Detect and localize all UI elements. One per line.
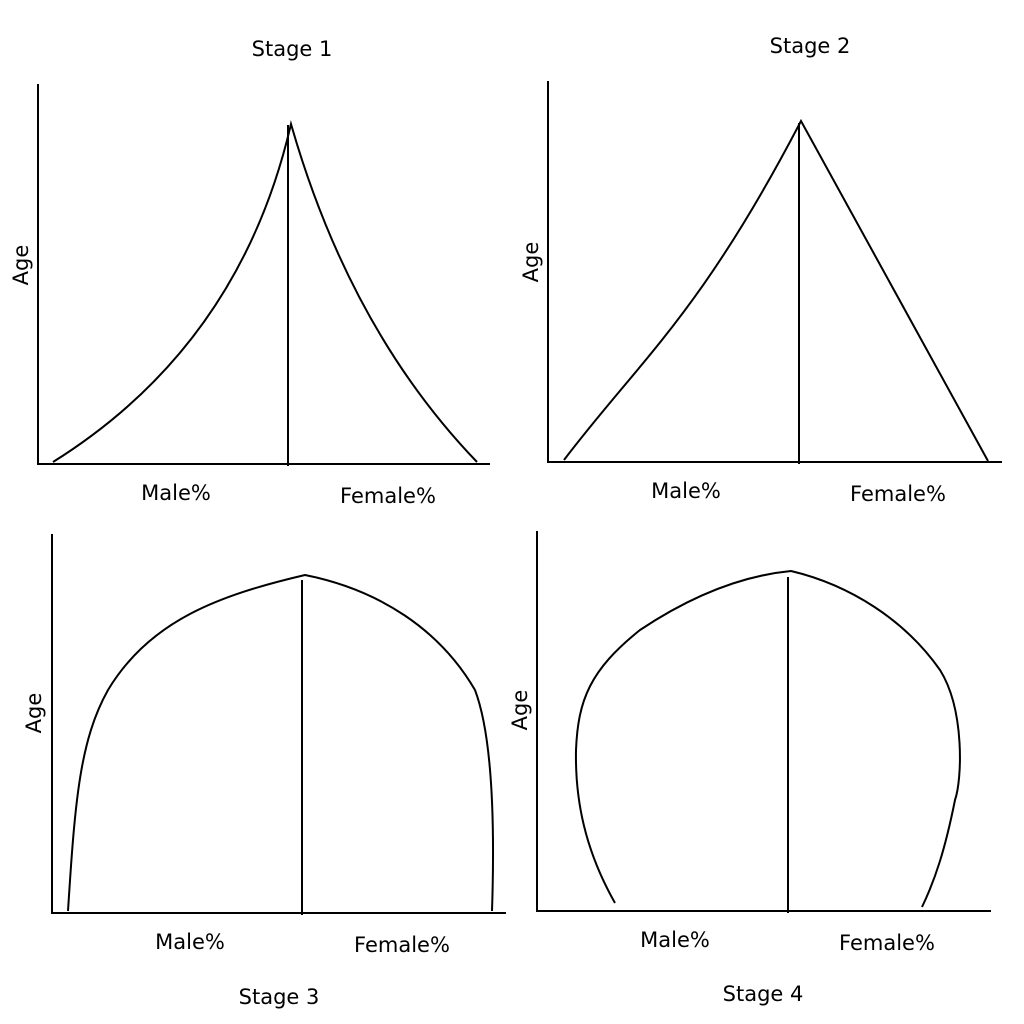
stage-2-x-label-male: Male%: [651, 479, 721, 503]
stage-3-axes: [51, 534, 506, 914]
stage-3-title: Stage 3: [239, 985, 320, 1009]
panel-stage-3: Age Male% Female% Stage 3: [22, 534, 506, 1009]
panel-stage-2: Stage 2 Age Male% Female%: [519, 34, 1002, 506]
stage-1-title: Stage 1: [252, 37, 333, 61]
stage-1-x-label-male: Male%: [141, 481, 211, 505]
stage-2-axes: [547, 81, 1002, 463]
stage-3-x-label-male: Male%: [155, 930, 225, 954]
stage-3-beehive-outline: [67, 573, 495, 912]
stage-4-x-label-male: Male%: [640, 928, 710, 952]
panel-stage-1: Stage 1 Age Male% Female%: [9, 37, 490, 508]
stage-2-x-label-female: Female%: [850, 482, 946, 506]
panel-stage-4: Age Male% Female% Stage 4: [508, 531, 991, 1006]
stage-4-title: Stage 4: [723, 982, 804, 1006]
stage-4-x-label-female: Female%: [839, 931, 935, 955]
stage-4-outline: [574, 569, 961, 908]
stage-1-x-label-female: Female%: [340, 484, 436, 508]
stage-2-pyramid-outline: [563, 118, 989, 462]
stage-4-axes: [536, 531, 991, 912]
stage-1-axes: [37, 84, 490, 465]
stage-4-y-axis-label: Age: [508, 690, 532, 731]
stage-2-y-axis-label: Age: [519, 242, 543, 283]
stage-1-pyramid-outline: [52, 120, 478, 463]
stage-3-x-label-female: Female%: [354, 933, 450, 957]
stage-1-y-axis-label: Age: [9, 245, 33, 286]
stage-2-title: Stage 2: [770, 34, 851, 58]
stage-3-y-axis-label: Age: [22, 693, 46, 734]
